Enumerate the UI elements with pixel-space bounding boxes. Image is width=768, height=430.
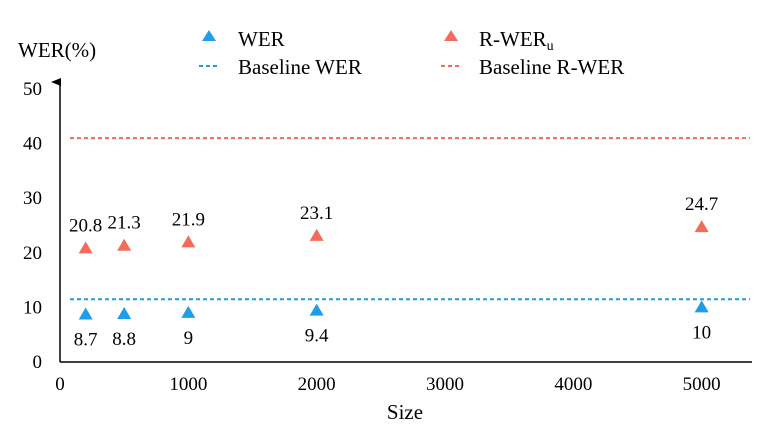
baseline-lines <box>70 137 750 301</box>
wer-value-label-1000: 9 <box>184 328 194 349</box>
legend-rwer-label-main: R-WER <box>479 27 547 51</box>
rwer-value-label-5000: 24.7 <box>685 194 718 215</box>
rwer-point-200 <box>78 241 93 254</box>
data-points <box>78 220 709 320</box>
legend-entry-rwer: R-WERu <box>444 27 554 54</box>
x-tick-label-0: 0 <box>55 374 65 395</box>
legend-wer-label: WER <box>238 27 285 51</box>
y-tick-label-40: 40 <box>23 134 42 155</box>
x-tick-label-2000: 2000 <box>298 374 336 395</box>
y-tick-label-0: 0 <box>33 352 43 373</box>
rwer-value-label-500: 21.3 <box>108 213 141 234</box>
rwer-point-2000 <box>309 228 324 241</box>
x-tick-label-3000: 3000 <box>426 374 464 395</box>
wer-point-2000 <box>309 303 324 316</box>
rwer-value-label-1000: 21.9 <box>172 209 205 230</box>
y-tick-label-50: 50 <box>23 79 42 100</box>
y-tick-labels: 0 10 20 30 40 50 <box>23 79 42 373</box>
y-tick-label-10: 10 <box>23 297 42 318</box>
rwer-point-500 <box>117 238 132 251</box>
rwer-value-label-2000: 23.1 <box>300 203 333 224</box>
y-axis-title: WER(%) <box>18 38 96 62</box>
wer-value-label-500: 8.8 <box>112 329 136 350</box>
legend-rwer-label-subscript: u <box>547 39 554 54</box>
legend-rwer-marker-icon <box>444 30 458 41</box>
x-tick-label-1000: 1000 <box>169 374 207 395</box>
legend-wer-marker-icon <box>202 30 216 41</box>
rwer-point-1000 <box>181 235 196 248</box>
x-tick-label-5000: 5000 <box>683 374 721 395</box>
wer-point-200 <box>78 307 93 320</box>
y-tick-label-30: 30 <box>23 188 42 209</box>
rwer-point-5000 <box>694 220 709 233</box>
x-axis-title: Size <box>387 400 423 424</box>
data-labels: 8.7 8.8 9 9.4 10 20.8 21.3 21.9 23.1 24.7 <box>69 194 718 350</box>
wer-value-label-5000: 10 <box>692 322 711 343</box>
wer-point-5000 <box>694 300 709 313</box>
x-tick-label-4000: 4000 <box>554 374 592 395</box>
rwer-value-label-200: 20.8 <box>69 215 102 236</box>
y-tick-label-20: 20 <box>23 243 42 264</box>
legend-entry-wer: WER <box>202 27 285 51</box>
legend-entry-baseline-rwer: Baseline R-WER <box>441 55 624 79</box>
wer-point-1000 <box>181 305 196 318</box>
legend-baseline-wer-label: Baseline WER <box>238 55 362 79</box>
legend-rwer-label: R-WERu <box>479 27 554 54</box>
legend-baseline-rwer-label: Baseline R-WER <box>479 55 624 79</box>
wer-value-label-2000: 9.4 <box>305 326 329 347</box>
wer-value-label-200: 8.7 <box>74 329 98 350</box>
legend-entry-baseline-wer: Baseline WER <box>199 55 362 79</box>
wer-point-500 <box>117 306 132 319</box>
legend: WER R-WERu Baseline WER Baseline R-WER <box>199 27 624 79</box>
x-tick-labels: 0 1000 2000 3000 4000 5000 <box>55 374 720 395</box>
